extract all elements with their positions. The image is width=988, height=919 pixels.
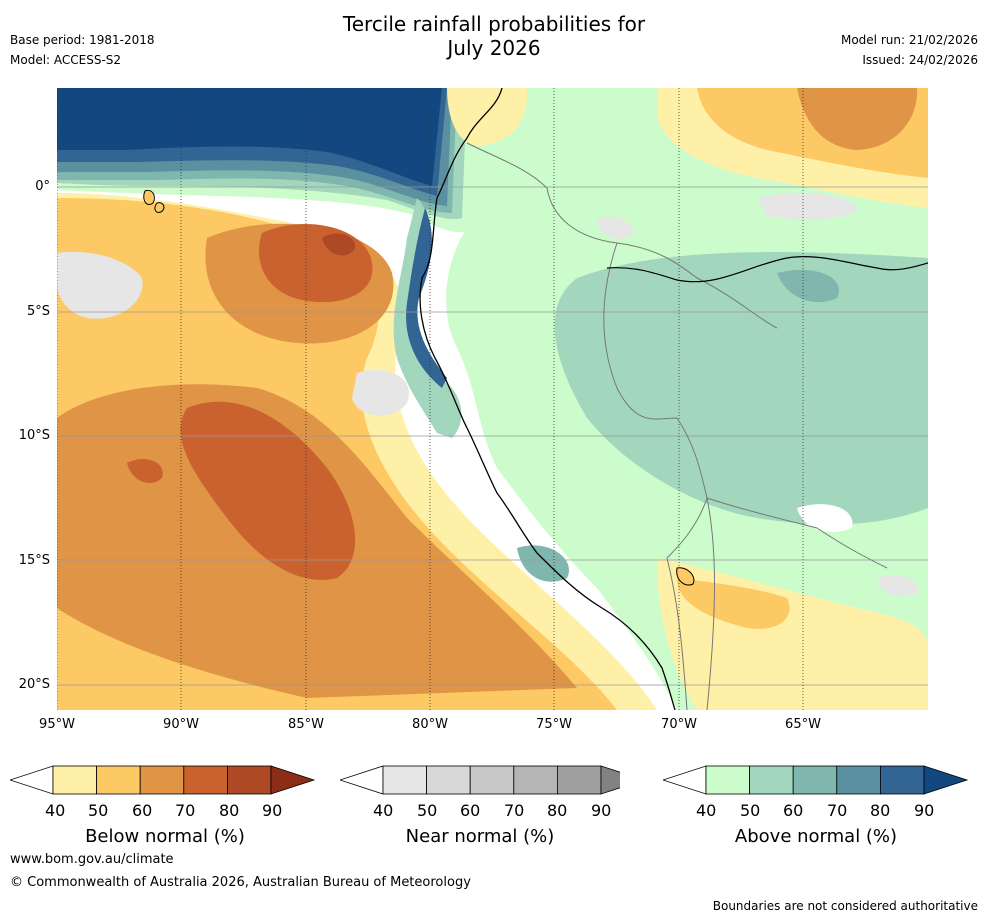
galapagos-islands [143,189,165,213]
title-line-1: Tercile rainfall probabilities for [342,12,646,36]
lat-tick-5s: 5°S [26,304,50,319]
lake-titicaca [676,567,695,586]
cb-below-tick-60: 60 [132,801,153,820]
cb-above-tick-50: 50 [740,801,761,820]
cb-above-tick-40: 40 [696,801,717,820]
lon-tick-85w: 85°W [288,717,324,732]
lon-tick-65w: 65°W [785,717,821,732]
cb-near-tick-80: 80 [547,801,568,820]
colorbar-below [8,762,320,798]
below-80-spot [322,233,356,256]
cb-above-tick-70: 70 [827,801,848,820]
colorbar-1-swatch-2 [426,765,471,795]
cb-above-tick-60: 60 [783,801,804,820]
website-link[interactable]: www.bom.gov.au/climate [10,852,174,867]
map-canvas [57,88,928,710]
above-60-land-spot [777,269,839,303]
near-40-land-1 [757,192,857,220]
colorbar-0-swatch-5 [226,765,272,795]
colorbar-0-swatch-4 [183,765,228,795]
below-80-spot-2 [127,458,163,483]
lat-tick-20s: 20°S [18,677,50,692]
lat-tick-10s: 10°S [18,428,50,443]
colorbar-2-swatch-1 [705,765,750,795]
base-period: Base period: 1981-2018 [10,33,155,47]
probability-map [57,88,928,710]
lon-tick-75w: 75°W [536,717,572,732]
lon-tick-80w: 80°W [412,717,448,732]
above-60-land-spot-2 [517,545,569,582]
near-40-patch-west [57,251,143,319]
lon-tick-70w: 70°W [661,717,697,732]
cb-below-tick-40: 40 [45,801,66,820]
info-right: Model run: 21/02/2026 Issued: 24/02/2026 [841,30,978,70]
cb-below-tick-70: 70 [175,801,196,820]
cb-above-tick-90: 90 [914,801,935,820]
copyright-text: © Commonwealth of Australia 2026, Austra… [10,875,471,890]
colorbar-above-swatches [661,765,969,795]
colorbar-0-swatch-3 [139,765,185,795]
colorbar-2-swatch-3 [792,765,838,795]
colorbar-1-low-extend [338,765,384,795]
cb-above-title: Above normal (%) [734,826,898,847]
info-left: Base period: 1981-2018 Model: ACCESS-S2 [10,30,155,70]
above-coastal-strip-dark [406,208,447,388]
lon-tick-90w: 90°W [163,717,199,732]
near-40-land-2 [877,574,918,596]
near-40-patch-coast [352,369,409,416]
colorbar-0-high-extend [270,765,316,795]
colorbar-near [338,762,646,798]
model-run: Model run: 21/02/2026 [840,33,978,47]
below-60-ne [797,88,918,150]
disclaimer-text: Boundaries are not considered authoritat… [712,899,978,913]
cb-below-tick-80: 80 [219,801,240,820]
below-40-ne-coast [447,88,528,146]
cb-near-tick-70: 70 [504,801,525,820]
colorbar-1-swatch-5 [556,765,602,795]
river-amazon [606,256,928,283]
below-50-south-land [677,578,790,629]
white-lake-area [797,504,853,532]
near-40-land-3 [597,216,633,239]
colorbar-1-swatch-4 [513,765,558,795]
cb-near-tick-90: 90 [591,801,612,820]
cb-below-tick-90: 90 [262,801,283,820]
issued-date: Issued: 24/02/2026 [862,53,978,67]
colorbar-2-swatch-4 [836,765,881,795]
colorbar-1-swatch-1 [382,765,427,795]
country-borders [466,142,888,710]
colorbar-0-swatch-1 [52,765,97,795]
chart-title: Tercile rainfall probabilities for July … [0,12,988,60]
cb-above-tick-80: 80 [870,801,891,820]
colorbar-2-low-extend [661,765,707,795]
colorbar-above [661,762,973,798]
colorbar-1-high-extend [600,765,646,795]
cb-below-title: Below normal (%) [85,826,245,847]
cb-near-tick-40: 40 [373,801,394,820]
colorbar-2-high-extend [923,765,969,795]
colorbar-0-swatch-2 [96,765,141,795]
cb-near-title: Near normal (%) [405,826,555,847]
colorbar-below-swatches [8,765,316,795]
colorbar-2-swatch-5 [879,765,925,795]
title-line-2: July 2026 [447,36,541,60]
lat-tick-0: 0° [35,179,50,194]
colorbar-near-swatches [338,765,646,795]
lon-tick-95w: 95°W [39,717,75,732]
lat-tick-15s: 15°S [18,553,50,568]
cb-near-tick-50: 50 [417,801,438,820]
model-name: Model: ACCESS-S2 [10,53,122,67]
above-50-land [554,252,928,525]
cb-near-tick-60: 60 [460,801,481,820]
below-70-ocean-south [180,401,356,580]
colorbar-2-swatch-2 [749,765,794,795]
cb-below-tick-50: 50 [88,801,109,820]
above-coastal-strip [393,198,462,438]
gridlines [57,186,928,686]
colorbar-1-swatch-3 [469,765,515,795]
colorbar-0-low-extend [8,765,54,795]
above-90-nw [57,88,442,186]
coastline [419,88,676,710]
